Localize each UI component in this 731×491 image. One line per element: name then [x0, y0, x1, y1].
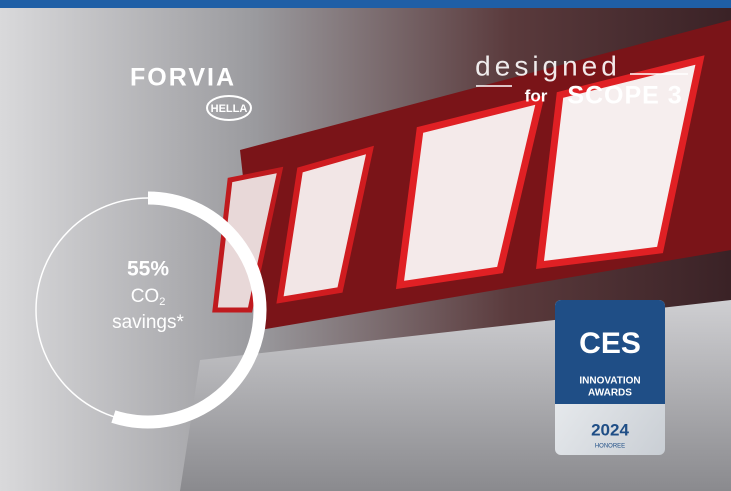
top-bar — [0, 0, 731, 8]
badge-line2: AWARDS — [588, 388, 632, 399]
light-panel — [212, 166, 284, 313]
savings-value: 55% — [127, 258, 169, 281]
gas-subscript: 2 — [159, 296, 165, 308]
brand-sub: HELLA — [211, 103, 248, 115]
badge-name: CES — [579, 327, 641, 360]
brand-oval — [206, 95, 252, 121]
badge-top — [555, 300, 665, 404]
gas-name: CO — [131, 286, 160, 307]
savings-gas: CO2 — [131, 286, 166, 308]
tagline-for: for — [525, 86, 548, 105]
light-panel — [536, 55, 705, 270]
savings-label: savings* — [112, 312, 184, 333]
savings-ring — [35, 191, 267, 429]
brand-name: FORVIA — [130, 64, 236, 92]
light-panel — [395, 95, 545, 290]
badge-status: HONOREE — [595, 444, 625, 450]
savings-arc — [111, 191, 267, 429]
badge-year: 2024 — [591, 420, 629, 439]
badge-line1: INNOVATION — [579, 376, 640, 387]
tagline-designed: designed — [475, 50, 621, 81]
light-panel — [276, 145, 374, 304]
tagline-scope: SCOPE 3 — [567, 82, 682, 110]
